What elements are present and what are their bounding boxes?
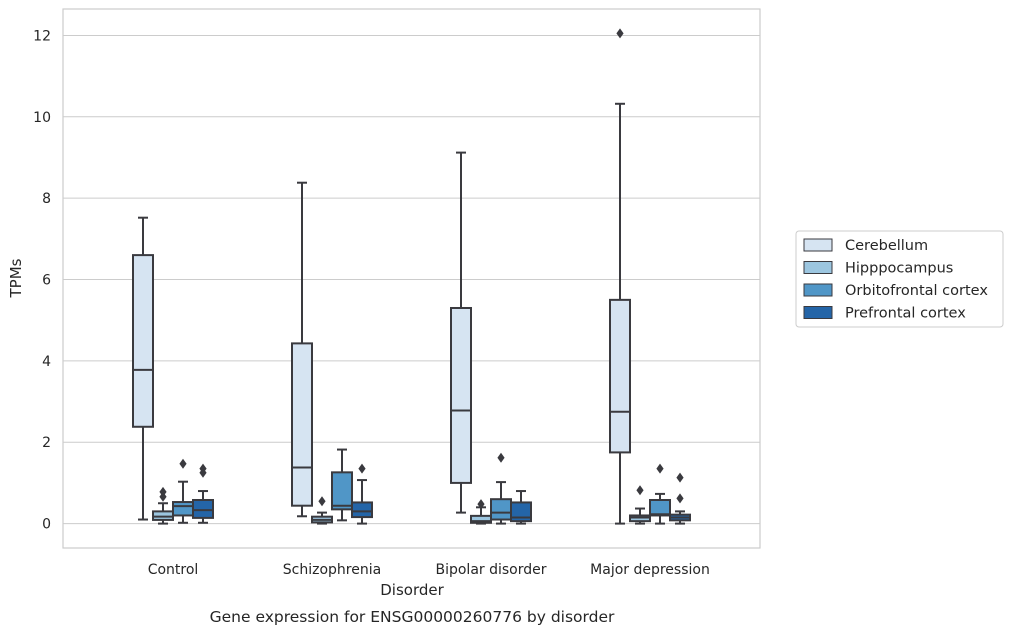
box [490, 452, 512, 525]
box-iqr [450, 306, 472, 484]
box-iqr [331, 471, 353, 511]
box [649, 463, 671, 525]
chart-caption: Gene expression for ENSG00000260776 by d… [210, 608, 615, 626]
outlier-point [477, 499, 485, 510]
box [331, 448, 353, 522]
outlier-point [656, 463, 664, 474]
box-iqr [649, 498, 671, 517]
box [450, 151, 472, 514]
box [351, 463, 373, 525]
box [510, 490, 532, 525]
legend-label: Cerebellum [845, 238, 928, 254]
box-iqr [172, 501, 194, 517]
box [311, 496, 333, 525]
box [629, 485, 651, 525]
outlier-point [676, 493, 684, 504]
series-prefrontal-cortex [192, 463, 691, 525]
box [669, 472, 691, 525]
legend-frame [795, 230, 1004, 328]
legend: Cerebellum Hipppocampus Orbitofrontal cort… [795, 230, 1004, 328]
outlier-point [358, 463, 366, 474]
legend-swatch [803, 283, 833, 297]
x-tick-label: Major depression [590, 562, 710, 578]
legend-label: Orbitofrontal cortex [845, 283, 988, 299]
y-tick-label: 2 [42, 435, 51, 451]
y-tick-label: 10 [33, 110, 51, 126]
y-axis-ticks: 0 2 4 6 8 10 12 [33, 28, 51, 532]
x-axis-label: Disorder [380, 581, 444, 599]
box [192, 463, 214, 524]
outlier-point [318, 496, 326, 507]
outlier-point [497, 452, 505, 463]
box-iqr [510, 501, 532, 523]
box-iqr [152, 510, 174, 521]
box-iqr [609, 298, 631, 454]
box [609, 28, 631, 525]
box-iqr [291, 342, 313, 507]
legend-label: Prefrontal cortex [845, 306, 966, 322]
outlier-point [636, 485, 644, 496]
x-tick-label: Schizophrenia [283, 562, 381, 578]
series-orbitofrontal-cortex [172, 448, 671, 525]
gridlines [63, 34, 760, 525]
legend-swatch [803, 238, 833, 252]
box-iqr [192, 498, 214, 519]
series-hipppocampus [152, 485, 651, 525]
outlier-point [616, 28, 624, 39]
y-tick-label: 4 [42, 354, 51, 370]
box-iqr [490, 498, 512, 521]
y-tick-label: 8 [42, 191, 51, 207]
outlier-point [676, 472, 684, 483]
outlier-point [199, 467, 207, 478]
legend-swatch [803, 261, 833, 274]
box [470, 499, 492, 525]
x-axis-ticks: Control Schizophrenia Bipolar disorder Majo… [148, 562, 710, 578]
y-tick-label: 12 [33, 28, 51, 44]
box-series [132, 28, 691, 525]
box [172, 458, 194, 524]
box [152, 486, 174, 525]
box [132, 216, 154, 521]
y-tick-label: 0 [42, 517, 51, 533]
plot-frame [62, 8, 761, 549]
y-tick-label: 6 [42, 273, 51, 289]
legend-swatch [803, 306, 833, 319]
outlier-point [179, 458, 187, 469]
series-cerebellum [132, 28, 631, 525]
outlier-point [159, 491, 167, 502]
y-axis-label: TPMs [7, 258, 25, 298]
x-tick-label: Bipolar disorder [435, 562, 546, 578]
box-iqr [351, 501, 373, 519]
legend-label: Hipppocampus [845, 261, 953, 277]
box [291, 181, 313, 518]
box-iqr [132, 254, 154, 428]
x-tick-label: Control [148, 562, 199, 578]
